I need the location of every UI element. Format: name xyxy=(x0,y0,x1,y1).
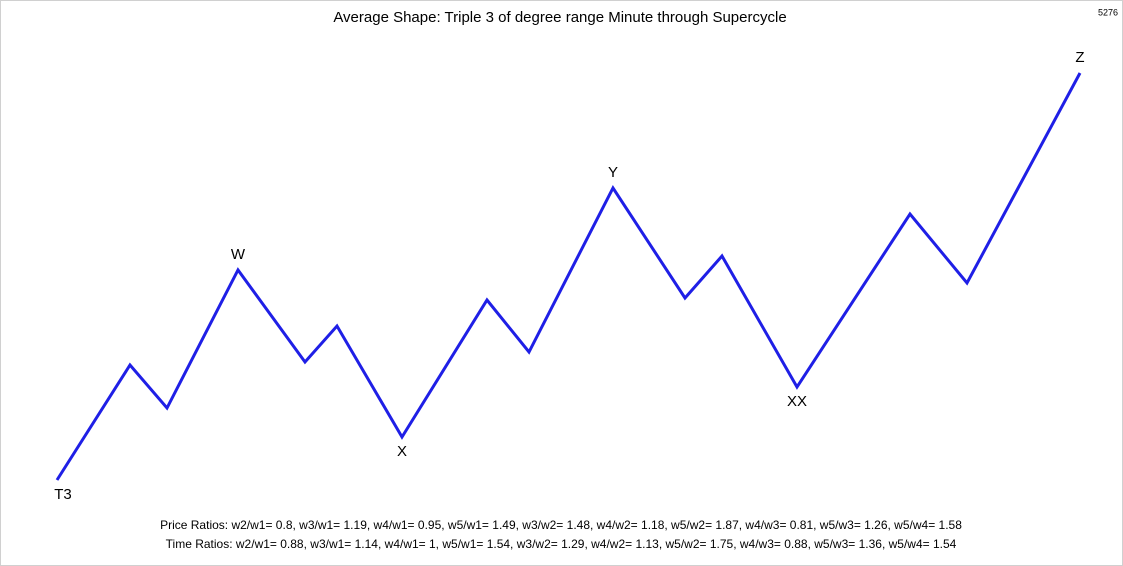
wave-label: W xyxy=(231,246,246,263)
corner-text: 5276 xyxy=(1098,7,1118,17)
chart-title: Average Shape: Triple 3 of degree range … xyxy=(333,9,786,26)
wave-label: XX xyxy=(787,393,807,410)
wave-label: T3 xyxy=(54,486,72,503)
wave-label: Z xyxy=(1075,49,1084,66)
wave-label: Y xyxy=(608,164,618,181)
price-ratios: Price Ratios: w2/w1= 0.8, w3/w1= 1.19, w… xyxy=(160,518,962,532)
time-ratios: Time Ratios: w2/w1= 0.88, w3/w1= 1.14, w… xyxy=(166,537,957,551)
wave-line xyxy=(55,72,1082,481)
wave-label: X xyxy=(397,443,407,460)
